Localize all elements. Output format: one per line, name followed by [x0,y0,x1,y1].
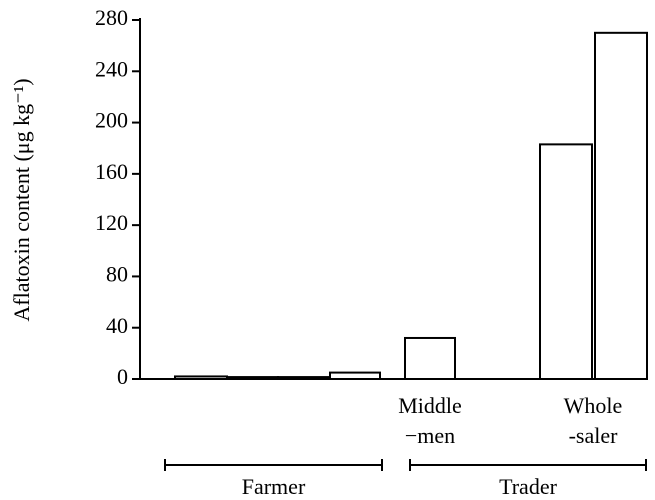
bar [594,31,648,380]
bar [539,143,593,380]
x-tick-label: Whole -saler [564,393,623,448]
y-tick-label: 280 [95,5,128,30]
bar [277,376,331,380]
y-tick-label: 120 [95,210,128,235]
bar [329,371,381,381]
y-tick-label: 40 [106,313,128,338]
y-tick-label: 0 [117,364,128,389]
y-tick-label: 200 [95,108,128,133]
y-tick-label: 240 [95,56,128,81]
y-tick-label: 160 [95,159,128,184]
bar [227,376,279,380]
y-axis-label: Aflatoxin content (μg kg⁻¹) [9,78,34,321]
group-label: Farmer [242,474,306,499]
group-label: Trader [499,474,558,499]
y-tick-label: 80 [106,261,128,286]
bar [404,336,456,381]
x-tick-label: Middle −men [398,393,462,448]
bar [174,375,228,380]
